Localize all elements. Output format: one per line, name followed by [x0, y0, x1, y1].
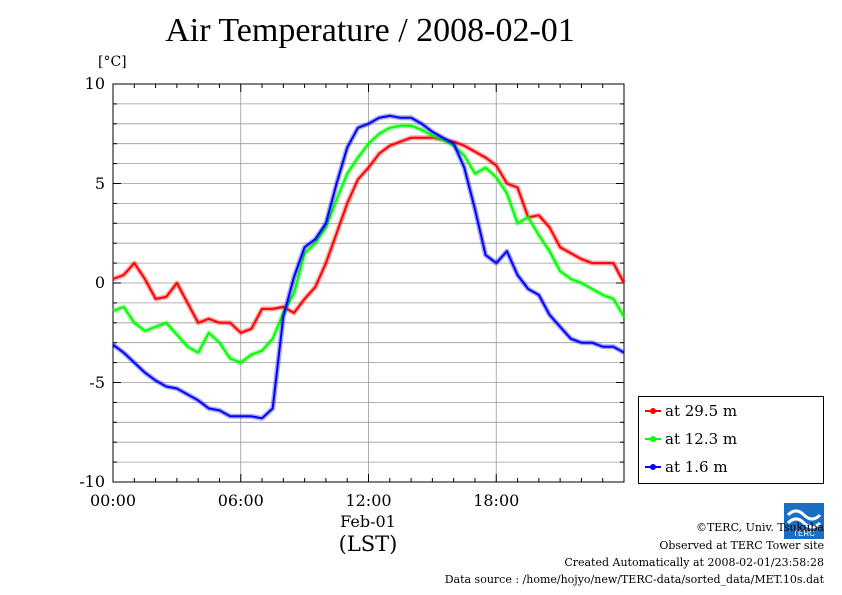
chart-title: Air Temperature / 2008-02-01	[165, 12, 575, 49]
footer-source: Data source : /home/hojyo/new/TERC-data/…	[444, 573, 824, 586]
x-tick-label: 12:00	[345, 491, 392, 510]
x-tick-label: 18:00	[473, 491, 520, 510]
legend-item-29-5m: at 29.5 m	[645, 401, 737, 421]
y-tick-label: 5	[94, 173, 105, 193]
footer-observed: Observed at TERC Tower site	[659, 539, 824, 552]
y-tick-label: 10	[84, 74, 105, 93]
y-tick-label: -5	[89, 372, 105, 392]
legend-swatch-red	[645, 408, 661, 414]
y-tick-label: -10	[79, 472, 105, 491]
legend-swatch-blue	[645, 464, 661, 470]
y-tick-label: 0	[94, 273, 105, 292]
legend-label: at 1.6 m	[665, 458, 728, 476]
footer-created: Created Automatically at 2008-02-01/23:5…	[564, 556, 824, 569]
terc-logo: TERC	[784, 503, 824, 539]
footer-copyright: ©TERC, Univ. Tsukuba	[695, 521, 824, 534]
legend-item-1-6m: at 1.6 m	[645, 457, 728, 477]
legend-label: at 29.5 m	[665, 402, 738, 420]
y-axis-unit: [°C]	[98, 54, 127, 70]
series-line-0	[112, 136, 625, 334]
legend-label: at 12.3 m	[665, 430, 738, 448]
x-tick-label: 00:00	[89, 491, 137, 510]
logo-text: TERC	[793, 529, 815, 538]
x-axis-label: (LST)	[338, 532, 398, 556]
x-tick-label: 06:00	[217, 491, 264, 510]
x-date-label: Feb-01	[340, 512, 396, 531]
legend-swatch-green	[645, 436, 661, 442]
legend: at 29.5 m at 12.3 m at 1.6 m	[638, 396, 824, 484]
legend-item-12-3m: at 12.3 m	[645, 429, 737, 449]
